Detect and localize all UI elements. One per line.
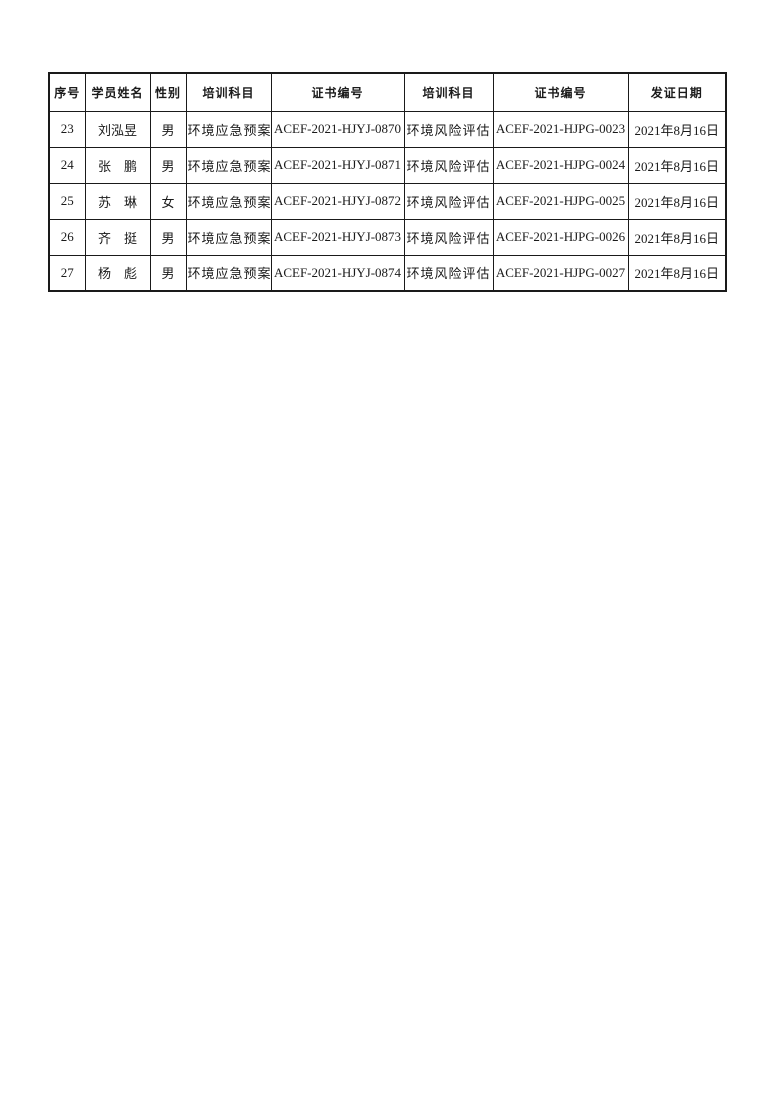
cell-subject2: 环境风险评估 [403,182,494,220]
header-cell-date: 发证日期 [627,72,727,112]
table-row: 27 杨 彪男环境应急预案 ACEF-2021-HJYJ-0874 环境风险评估 ACE… [48,254,727,292]
cell-name: 齐 挺 [84,218,151,256]
header-cell-seq: 序号 [48,72,86,112]
cell-seq: 26 [48,218,86,256]
cell-certno2: ACEF-2021-HJPG-0026 [492,218,629,256]
cell-date: 2021年8月16日 [627,110,727,148]
cell-certno1: ACEF-2021-HJYJ-0874 [270,254,405,292]
cell-date: 2021年8月16日 [627,182,727,220]
table-row: 24 张 鹏男环境应急预案 ACEF-2021-HJYJ-0871 环境风险评估 ACE… [48,146,727,184]
cell-subject2: 环境风险评估 [403,146,494,184]
table-row: 23 刘泓昱男环境应急预案 ACEF-2021-HJYJ-0870 环境风险评估 ACE… [48,110,727,148]
header-cell-subject2: 培训科目 [403,72,494,112]
cell-gender: 男 [149,254,187,292]
cell-subject1: 环境应急预案 [185,110,272,148]
cell-name: 杨 彪 [84,254,151,292]
table-body: 23 刘泓昱男环境应急预案 ACEF-2021-HJYJ-0870 环境风险评估 ACE… [48,110,727,292]
cell-subject2: 环境风险评估 [403,254,494,292]
cell-name: 苏 琳 [84,182,151,220]
cell-subject1: 环境应急预案 [185,254,272,292]
table-row: 25 苏 琳女环境应急预案 ACEF-2021-HJYJ-0872 环境风险评估 ACE… [48,182,727,220]
table-header-row: 序号 学员姓名 性别 培训科目 证书编号 培训科目 证书编号 发证日期 [48,72,727,112]
cell-certno1: ACEF-2021-HJYJ-0873 [270,218,405,256]
table-row: 26 齐 挺男环境应急预案 ACEF-2021-HJYJ-0873 环境风险评估 ACE… [48,218,727,256]
header-cell-certno2: 证书编号 [492,72,629,112]
cell-subject1: 环境应急预案 [185,182,272,220]
cell-name: 刘泓昱 [84,110,151,148]
cell-certno2: ACEF-2021-HJPG-0027 [492,254,629,292]
header-cell-gender: 性别 [149,72,187,112]
cell-subject2: 环境风险评估 [403,110,494,148]
cell-certno2: ACEF-2021-HJPG-0025 [492,182,629,220]
cell-name: 张 鹏 [84,146,151,184]
cell-certno2: ACEF-2021-HJPG-0023 [492,110,629,148]
cell-gender: 男 [149,218,187,256]
cell-date: 2021年8月16日 [627,254,727,292]
header-cell-subject1: 培训科目 [185,72,272,112]
header-cell-name: 学员姓名 [84,72,151,112]
cell-gender: 男 [149,146,187,184]
cell-certno1: ACEF-2021-HJYJ-0872 [270,182,405,220]
cell-gender: 女 [149,182,187,220]
certificate-table: 序号 学员姓名 性别 培训科目 证书编号 培训科目 证书编号 发证日期 23 刘泓昱男环境应急预… [48,72,727,292]
cell-seq: 24 [48,146,86,184]
cell-gender: 男 [149,110,187,148]
cell-subject2: 环境风险评估 [403,218,494,256]
cell-certno2: ACEF-2021-HJPG-0024 [492,146,629,184]
cell-subject1: 环境应急预案 [185,146,272,184]
cell-date: 2021年8月16日 [627,146,727,184]
cell-certno1: ACEF-2021-HJYJ-0871 [270,146,405,184]
cell-date: 2021年8月16日 [627,218,727,256]
cell-seq: 25 [48,182,86,220]
cell-subject1: 环境应急预案 [185,218,272,256]
cell-certno1: ACEF-2021-HJYJ-0870 [270,110,405,148]
cell-seq: 23 [48,110,86,148]
header-cell-certno1: 证书编号 [270,72,405,112]
cell-seq: 27 [48,254,86,292]
